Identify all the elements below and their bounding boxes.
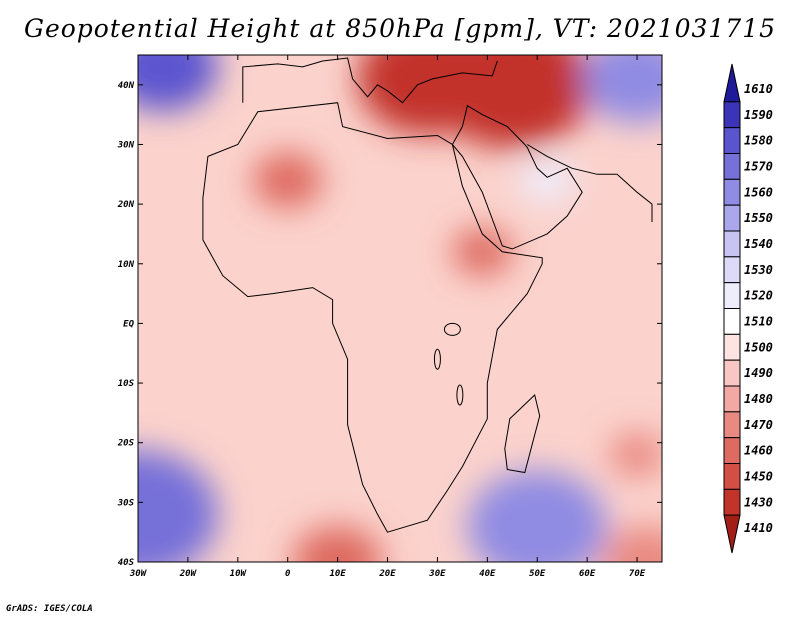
colorbar-swatch: [723, 385, 741, 413]
colorbar-label: 1590: [744, 108, 773, 122]
x-tick-label: 60E: [579, 569, 596, 579]
x-tick-label: 10E: [329, 569, 346, 579]
colorbar-label: 1560: [744, 185, 773, 199]
colorbar: 1610 1590 1580 1570 1560 1550 1540 1530 1520 1510…: [723, 63, 773, 554]
colorbar-label: 1580: [744, 134, 773, 148]
colorbar-label: 1540: [744, 237, 773, 251]
x-tick-label: 40E: [479, 569, 496, 579]
europe-coastline: [242, 57, 498, 104]
field-feature: [138, 450, 218, 562]
colorbar-label: 1500: [744, 340, 773, 354]
field-feature: [252, 152, 323, 209]
footer-credit: GrADS: IGES/COLA: [6, 604, 93, 614]
colorbar-swatch: [723, 63, 741, 103]
colorbar-swatch: [723, 308, 741, 335]
field-feature: [467, 470, 608, 562]
colorbar-swatch: [723, 359, 741, 387]
x-tick-label: 50E: [529, 569, 546, 579]
colorbar-swatch: [723, 127, 741, 154]
lake-outline: [433, 348, 441, 370]
field-feature: [432, 55, 593, 149]
colorbar-swatch: [723, 282, 741, 309]
field-feature: [138, 55, 218, 111]
colorbar-label: 1450: [744, 469, 773, 483]
x-tick-label: 20W: [179, 569, 198, 579]
colorbar-swatch: [723, 437, 741, 464]
y-tick-label: 30S: [117, 498, 135, 508]
map-frame: [137, 54, 663, 563]
y-tick-label: 40S: [118, 558, 135, 568]
madagascar-coastline: [504, 394, 541, 474]
x-tick-label: 20E: [378, 569, 396, 579]
field-feature: [452, 227, 513, 276]
colorbar-swatch: [723, 256, 741, 284]
colorbar-swatch: [723, 204, 741, 232]
field-feature: [519, 157, 576, 203]
colorbar-swatch: [723, 178, 741, 206]
field-feature: [602, 526, 662, 562]
colorbar-swatch: [723, 514, 741, 554]
colorbar-label: 1550: [744, 211, 773, 225]
lake-outline: [456, 384, 464, 406]
colorbar-swatch: [723, 463, 741, 490]
colorbar-swatch: [723, 411, 741, 439]
y-tick-label: 20N: [117, 200, 135, 210]
asia-coastline: [527, 144, 653, 222]
colorbar-label: 1490: [744, 366, 773, 380]
africa-coastline: [202, 102, 543, 533]
colorbar-label: 1460: [744, 444, 773, 458]
colorbar-label: 1410: [744, 521, 773, 535]
y-tick-label: 30N: [117, 140, 135, 150]
coastline-land: [202, 57, 653, 533]
colorbar-label: 1570: [744, 159, 773, 173]
y-tick-label: 10N: [118, 260, 135, 270]
field-feature: [609, 432, 662, 478]
field-feature: [292, 526, 383, 562]
chart-title: Geopotential Height at 850hPa [gpm], VT:…: [23, 14, 777, 43]
colorbar-label: 1510: [744, 314, 773, 328]
field-feature: [582, 55, 662, 123]
colorbar-swatch: [723, 230, 741, 258]
x-tick-label: 10W: [230, 569, 248, 579]
colorbar-label: 1480: [744, 392, 773, 406]
y-tick-label: 10S: [118, 379, 135, 389]
y-tick-label: EQ: [123, 319, 134, 329]
x-tick-label: 30W: [129, 569, 148, 579]
colorbar-label: 1610: [744, 82, 773, 96]
colorbar-swatch: [723, 488, 741, 516]
lake-outline: [443, 322, 461, 336]
colorbar-label: 1520: [744, 289, 773, 303]
y-tick-label: 40N: [118, 81, 135, 91]
colorbar-swatch: [723, 101, 741, 129]
colorbar-swatch: [723, 333, 741, 361]
colorbar-swatch: [723, 153, 741, 180]
arabia-coastline: [451, 104, 583, 250]
height-field: [138, 55, 662, 562]
y-tick-label: 20S: [117, 439, 135, 449]
x-tick-label: 30E: [428, 569, 446, 579]
colorbar-label: 1430: [744, 495, 773, 509]
x-tick-label: 0: [285, 569, 291, 579]
colorbar-label: 1530: [744, 263, 773, 277]
colorbar-label: 1470: [744, 418, 773, 432]
x-tick-label: 70E: [629, 569, 646, 579]
